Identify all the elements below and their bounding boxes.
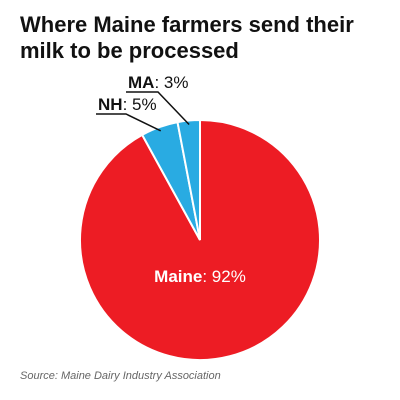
pie-labels: Maine: 92% NH: 5% MA: 3% (96, 73, 246, 286)
leader-line-ma (126, 91, 190, 126)
chart-title: Where Maine farmers send their milk to b… (20, 12, 354, 63)
slice-label-nh: NH: 5% (98, 95, 157, 114)
slice-label-maine: Maine: 92% (154, 267, 246, 286)
pie-slice-ma (176, 118, 201, 241)
leader-line-nh (96, 113, 162, 132)
slice-label-ma: MA: 3% (128, 73, 188, 92)
pie-slices (79, 118, 321, 361)
source-note: Source: Maine Dairy Industry Association (20, 370, 221, 382)
